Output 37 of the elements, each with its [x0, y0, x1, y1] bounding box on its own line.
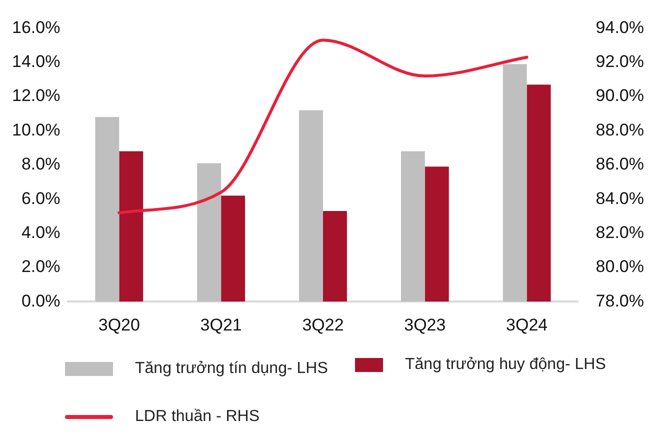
y2-tick-label: 86.0%: [596, 154, 644, 174]
y-tick-label: 10.0%: [12, 120, 60, 140]
y2-tick-label: 88.0%: [596, 120, 644, 140]
y-tick-label: 2.0%: [21, 257, 60, 276]
x-tick-label: 3Q21: [200, 315, 242, 334]
bar: [502, 64, 527, 302]
x-tick-label: 3Q22: [302, 315, 344, 334]
y2-tick-label: 84.0%: [596, 188, 644, 208]
bar: [95, 117, 120, 302]
y2-tick-label: 80.0%: [596, 257, 644, 276]
y2-tick-label: 90.0%: [596, 86, 644, 106]
bar: [197, 163, 222, 302]
x-tick-label: 3Q23: [404, 315, 446, 334]
bar: [400, 151, 425, 302]
legend-label: Tăng trưởng huy động- LHS: [405, 356, 606, 374]
y2-tick-label: 78.0%: [596, 291, 644, 310]
y2-tick-label: 92.0%: [596, 52, 644, 72]
line-series: [118, 38, 528, 214]
y2-tick-label: 82.0%: [596, 222, 644, 242]
x-tick-label: 3Q24: [506, 315, 548, 334]
bar: [119, 151, 144, 302]
bar: [424, 166, 449, 302]
y-tick-label: 16.0%: [12, 18, 60, 37]
bar: [221, 196, 246, 302]
y-tick-label: 6.0%: [21, 188, 60, 208]
bar: [323, 211, 347, 302]
y2-tick-label: 94.0%: [596, 18, 644, 37]
legend-label: LDR thuần - RHS: [135, 408, 260, 426]
bar: [299, 110, 323, 302]
y-tick-label: 14.0%: [12, 52, 60, 72]
y-tick-label: 4.0%: [21, 222, 60, 242]
y-tick-label: 0.0%: [21, 291, 60, 310]
x-tick-label: 3Q20: [98, 315, 140, 334]
y-tick-label: 8.0%: [21, 154, 60, 174]
y-tick-label: 12.0%: [12, 86, 60, 106]
bar: [526, 84, 551, 302]
legend-label: Tăng trưởng tín dụng- LHS: [135, 360, 328, 378]
